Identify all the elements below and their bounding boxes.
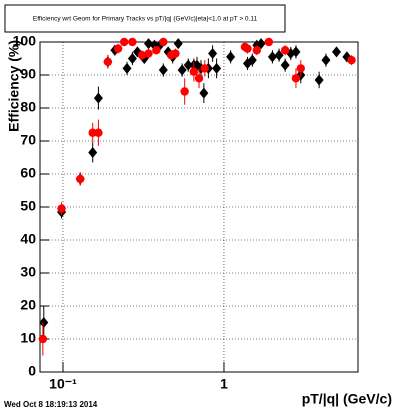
- data-point: [256, 38, 266, 50]
- data-point: [103, 57, 113, 66]
- chart-title: Efficiency wrt Geom for Primary Tracks v…: [33, 16, 258, 23]
- data-point: [208, 48, 218, 60]
- data-point: [171, 49, 180, 58]
- data-point: [226, 51, 236, 63]
- data-point: [314, 74, 324, 86]
- title-box: [4, 4, 286, 33]
- data-point: [280, 59, 290, 71]
- data-point: [88, 147, 98, 159]
- data-point: [200, 64, 209, 73]
- data-point: [144, 49, 153, 58]
- data-point: [94, 128, 103, 137]
- data-point: [291, 46, 301, 58]
- data-point: [280, 46, 290, 55]
- data-point: [177, 64, 187, 76]
- x-axis-label: pT/|q| (GeV/c): [302, 391, 392, 407]
- data-point: [183, 59, 193, 71]
- y-tick-label: 70: [20, 132, 36, 148]
- y-tick-label: 30: [20, 264, 36, 280]
- data-point: [152, 46, 161, 55]
- data-point: [274, 49, 284, 61]
- data-point: [159, 37, 168, 47]
- x-tick-label: 10⁻¹: [49, 376, 77, 392]
- data-point: [173, 38, 183, 50]
- data-point: [189, 67, 199, 76]
- data-point: [296, 64, 305, 73]
- data-point: [252, 46, 262, 55]
- y-tick-label: 90: [20, 66, 36, 82]
- y-tick-label: 40: [20, 231, 36, 247]
- data-point: [247, 54, 257, 66]
- y-tick-label: 50: [20, 198, 36, 214]
- data-point: [119, 37, 129, 47]
- data-point: [122, 62, 132, 74]
- data-point: [321, 54, 331, 66]
- data-point: [199, 87, 209, 99]
- data-point: [194, 74, 204, 83]
- y-tick-label: 10: [20, 330, 36, 346]
- data-point: [158, 64, 168, 76]
- data-point: [347, 55, 356, 65]
- data-point: [127, 53, 137, 64]
- y-tick-label: 20: [20, 297, 36, 313]
- data-point: [267, 51, 277, 63]
- data-point: [243, 44, 252, 53]
- y-axis-label: Efficiency (%): [6, 40, 22, 132]
- data-point: [57, 204, 66, 213]
- y-tick-label: 60: [20, 165, 36, 181]
- data-point: [38, 334, 48, 344]
- data-point: [212, 62, 222, 74]
- y-tick-label: 80: [20, 99, 36, 115]
- data-point: [76, 174, 85, 184]
- data-point: [332, 46, 342, 58]
- data-point: [264, 37, 274, 47]
- data-point: [144, 38, 154, 50]
- x-tick-label: 1: [220, 376, 228, 392]
- data-point: [93, 92, 103, 104]
- data-point: [180, 87, 189, 96]
- y-tick-label: 0: [28, 363, 36, 379]
- footer-date: Wed Oct 8 18:19:13 2014: [4, 400, 98, 409]
- data-point: [128, 37, 137, 47]
- data-point: [137, 51, 147, 60]
- data-point: [291, 74, 301, 83]
- data-point: [39, 317, 49, 328]
- y-tick-label: 100: [13, 33, 37, 49]
- data-point: [113, 44, 123, 53]
